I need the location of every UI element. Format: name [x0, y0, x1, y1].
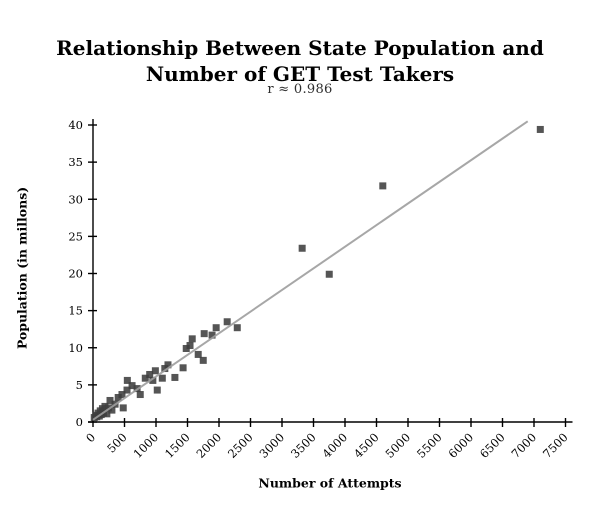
- x-tick-label: 2000: [194, 430, 225, 461]
- data-point: [208, 331, 216, 339]
- data-point: [123, 376, 131, 384]
- x-tick-label: 1000: [131, 430, 162, 461]
- x-axis-title: Number of Attempts: [258, 475, 402, 491]
- chart-subtitle: r ≈ 0.986: [267, 82, 333, 97]
- data-point: [186, 342, 194, 350]
- data-point: [128, 382, 136, 390]
- data-point: [171, 373, 179, 381]
- y-tick-label: 0: [76, 415, 83, 429]
- x-tick-label: 6500: [477, 430, 508, 461]
- x-tick-label: 7000: [509, 430, 540, 461]
- y-tick-label: 40: [68, 118, 83, 132]
- data-point: [158, 374, 166, 382]
- data-point: [151, 367, 159, 375]
- data-point: [199, 356, 207, 364]
- x-tick-label: 6000: [446, 430, 477, 461]
- data-point: [114, 393, 122, 401]
- data-point: [119, 404, 127, 412]
- data-point: [123, 386, 131, 394]
- data-point: [194, 350, 202, 358]
- data-point: [212, 324, 220, 332]
- chart-title: Relationship Between State Population an…: [56, 36, 544, 87]
- x-tick-label: 1500: [162, 430, 193, 461]
- data-point: [118, 391, 126, 399]
- data-point: [141, 374, 149, 382]
- y-tick-label: 15: [68, 304, 83, 318]
- data-point: [182, 344, 190, 352]
- x-tick-label: 5000: [383, 430, 414, 461]
- data-point: [325, 270, 333, 278]
- data-point: [164, 361, 172, 369]
- data-point: [103, 410, 111, 418]
- data-point: [106, 396, 114, 404]
- data-point: [233, 324, 241, 332]
- data-point: [179, 364, 187, 372]
- data-point: [161, 365, 169, 373]
- y-tick-label: 5: [76, 378, 83, 392]
- y-tick-label: 20: [68, 267, 83, 281]
- x-tick-label: 2500: [225, 430, 256, 461]
- x-tick-label: 4000: [320, 430, 351, 461]
- x-tick-label: 7500: [540, 430, 571, 461]
- y-tick-label: 25: [68, 229, 83, 243]
- x-tick-label: 5500: [414, 430, 445, 461]
- data-point: [200, 330, 208, 338]
- data-point: [149, 376, 157, 384]
- y-tick-label: 35: [68, 155, 83, 169]
- x-tick-label: 0: [83, 430, 98, 445]
- x-tick-label: 4500: [351, 430, 382, 461]
- data-point: [188, 335, 196, 343]
- y-tick-label: 30: [68, 192, 83, 206]
- data-point: [136, 391, 144, 399]
- data-point: [153, 386, 161, 394]
- x-tick-label: 500: [104, 430, 129, 455]
- data-point: [379, 182, 387, 190]
- data-point: [298, 244, 306, 252]
- data-point: [223, 318, 231, 326]
- data-point: [536, 125, 544, 133]
- x-tick-label: 3500: [288, 430, 319, 461]
- data-point: [146, 370, 154, 378]
- y-tick-label: 10: [68, 341, 83, 355]
- trend-line: [92, 120, 529, 421]
- y-axis-title: Population (in millons): [14, 186, 30, 350]
- x-tick-label: 3000: [257, 430, 288, 461]
- data-point: [108, 406, 116, 414]
